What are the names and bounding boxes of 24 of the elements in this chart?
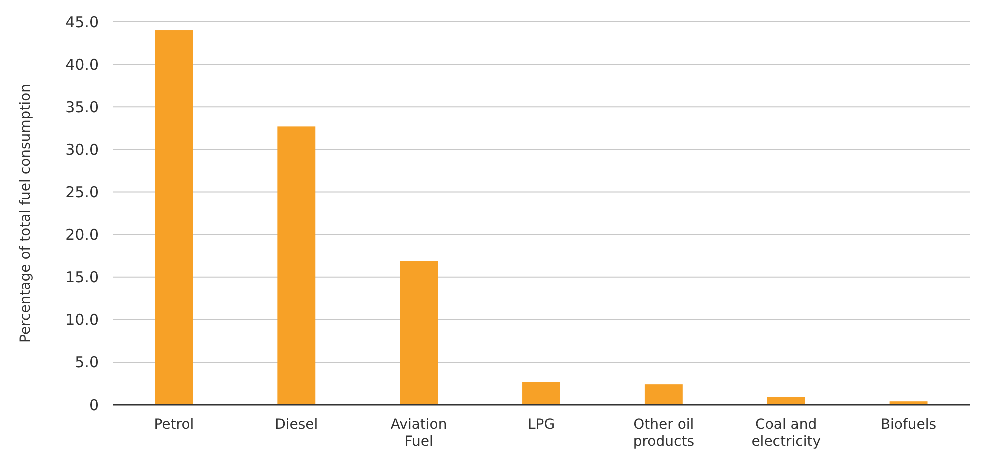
y-tick-label: 0	[89, 396, 99, 414]
y-tick-label: 25.0	[66, 183, 99, 202]
bar	[400, 261, 438, 405]
y-axis-title: Percentage of total fuel consumption	[18, 84, 34, 344]
x-tick-label: LPG	[528, 417, 556, 433]
y-tick-label: 5.0	[75, 354, 99, 372]
x-tick-label: Aviation Fuel	[390, 417, 448, 450]
bar	[155, 30, 194, 405]
x-tick-label: Diesel	[275, 417, 318, 433]
y-tick-label: 30.0	[66, 140, 99, 159]
y-tick-label: 40.0	[66, 56, 99, 74]
x-tick-label: Biofuels	[880, 417, 937, 433]
y-tick-label: 35.0	[66, 98, 99, 116]
x-tick-label: Other oil products	[633, 417, 694, 450]
bar	[522, 382, 560, 405]
bar	[644, 384, 683, 405]
y-tick-label: 15.0	[66, 268, 99, 287]
y-tick-label: 45.0	[66, 13, 99, 32]
bar	[278, 126, 316, 405]
x-tick-label: Coal and electricity	[752, 417, 822, 450]
y-tick-label: 20.0	[66, 226, 99, 244]
y-tick-label: 10.0	[66, 311, 99, 330]
x-tick-label: Petrol	[154, 417, 194, 433]
bar	[767, 397, 806, 405]
